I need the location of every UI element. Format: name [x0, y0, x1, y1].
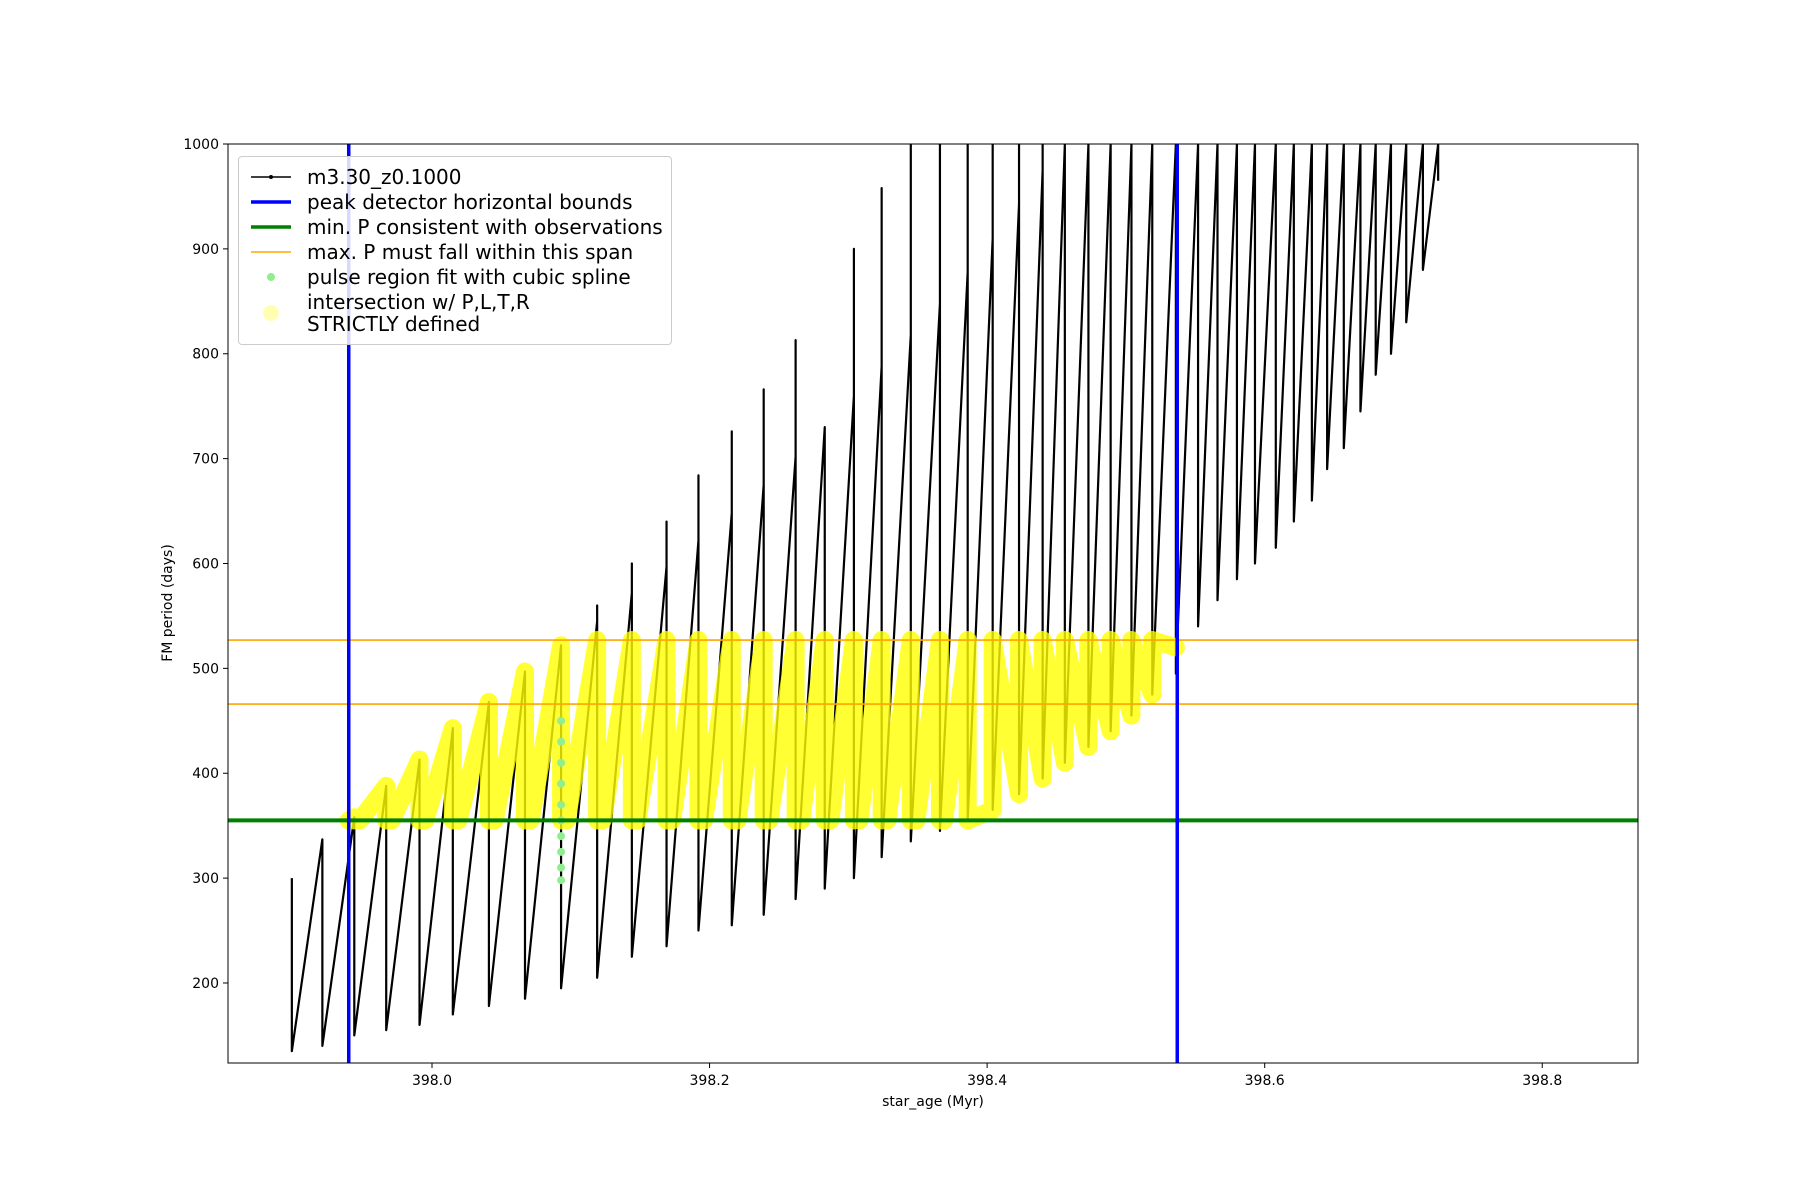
legend-label: m3.30_z0.1000	[307, 165, 462, 189]
legend-label: min. P consistent with observations	[307, 215, 663, 239]
plot-frame	[227, 143, 1639, 1064]
legend-entry: intersection w/ P,L,T,R STRICTLY defined	[247, 291, 663, 335]
legend-handle	[263, 305, 279, 321]
pulse-point	[557, 758, 566, 767]
y-axis-label: FM period (days)	[160, 544, 176, 662]
y-tick-label: 500	[192, 661, 219, 677]
plot-area	[228, 144, 1638, 1063]
x-tick-label: 398.4	[967, 1073, 1007, 1089]
legend-handle	[251, 200, 291, 204]
legend-entry: max. P must fall within this span	[247, 241, 663, 263]
legend-entry: pulse region fit with cubic spline	[247, 266, 663, 288]
legend-marker	[263, 305, 279, 321]
x-tick-label: 398.8	[1522, 1073, 1562, 1089]
pulse-point	[557, 716, 566, 725]
legend-entry: min. P consistent with observations	[247, 216, 663, 238]
y-tick-label: 900	[192, 242, 219, 258]
x-axis-label: star_age (Myr)	[882, 1094, 984, 1110]
legend-label: peak detector horizontal bounds	[307, 190, 633, 214]
y-tick-label: 300	[192, 871, 219, 887]
legend-handle	[267, 273, 275, 281]
legend-marker	[267, 273, 275, 281]
pulse-point	[557, 779, 566, 788]
pulse-point	[557, 847, 566, 856]
pulse-point	[557, 800, 566, 809]
pulse-point	[557, 737, 566, 746]
legend-handle	[251, 175, 291, 179]
legend-marker	[269, 175, 273, 179]
x-tick-label: 398.6	[1245, 1073, 1285, 1089]
pulse-point	[557, 863, 566, 872]
legend-handle	[251, 251, 291, 253]
pulse-point	[557, 876, 566, 885]
intersection-band	[339, 631, 1185, 830]
legend-label: pulse region fit with cubic spline	[307, 265, 631, 289]
x-tick-label: 398.0	[412, 1073, 452, 1089]
x-tick-label: 398.2	[690, 1073, 730, 1089]
y-tick-label: 200	[192, 976, 219, 992]
y-tick-label: 400	[192, 766, 219, 782]
y-tick-label: 600	[192, 556, 219, 572]
y-tick-label: 800	[192, 347, 219, 363]
legend-handle	[251, 225, 291, 229]
legend-entry: peak detector horizontal bounds	[247, 191, 663, 213]
legend: m3.30_z0.1000 peak detector horizontal bo…	[238, 156, 672, 345]
legend-entry: m3.30_z0.1000	[247, 166, 663, 188]
y-tick-label: 700	[192, 452, 219, 468]
legend-label: intersection w/ P,L,T,R STRICTLY defined	[307, 290, 530, 336]
legend-label: max. P must fall within this span	[307, 240, 634, 264]
pulse-point	[557, 832, 566, 841]
y-tick-label: 1000	[183, 137, 219, 153]
